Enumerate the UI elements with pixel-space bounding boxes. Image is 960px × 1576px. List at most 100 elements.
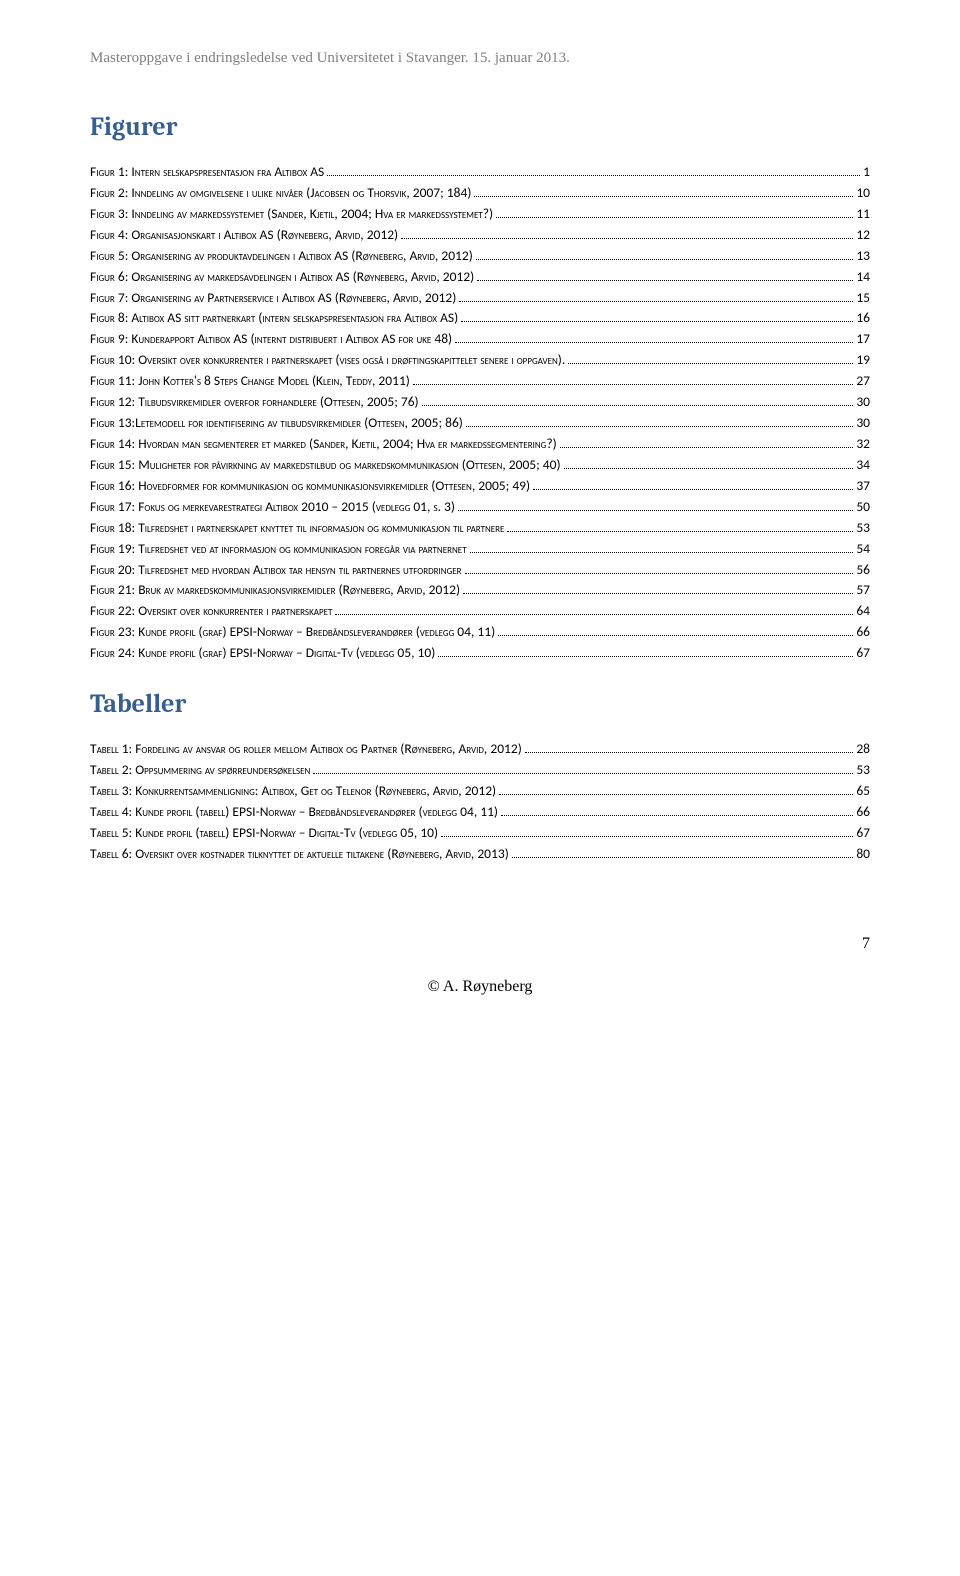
toc-leader-dots	[422, 405, 854, 406]
toc-page-number: 67	[856, 823, 870, 844]
toc-row: Figur 3: Inndeling av markedssystemet (S…	[90, 204, 870, 225]
toc-label: Figur 18: Tilfredshet i partnerskapet kn…	[90, 518, 504, 539]
toc-label: Figur 19: Tilfredshet ved at informasjon…	[90, 539, 467, 560]
toc-label: Figur 13:Letemodell for identifisering a…	[90, 413, 463, 434]
toc-page-number: 11	[856, 204, 870, 225]
toc-label: Figur 4: Organisasjonskart i Altibox AS …	[90, 225, 398, 246]
toc-leader-dots	[335, 614, 853, 615]
toc-leader-dots	[560, 447, 854, 448]
toc-leader-dots	[465, 573, 854, 574]
toc-page-number: 28	[856, 739, 870, 760]
footer-copyright: © A. Røyneberg	[90, 978, 870, 996]
toc-label: Figur 20: Tilfredshet med hvordan Altibo…	[90, 560, 462, 581]
toc-row: Tabell 4: Kunde profil (tabell) EPSI-Nor…	[90, 802, 870, 823]
toc-row: Figur 7: Organisering av Partnerservice …	[90, 288, 870, 309]
toc-row: Figur 14: Hvordan man segmenterer et mar…	[90, 434, 870, 455]
toc-page-number: 15	[856, 288, 870, 309]
figures-heading: Figurer	[90, 112, 870, 142]
toc-row: Figur 10: Oversikt over konkurrenter i p…	[90, 350, 870, 371]
toc-label: Tabell 6: Oversikt over kostnader tilkny…	[90, 844, 509, 865]
toc-leader-dots	[455, 342, 853, 343]
toc-label: Figur 24: Kunde profil (graf) EPSI-Norwa…	[90, 643, 435, 664]
toc-label: Figur 3: Inndeling av markedssystemet (S…	[90, 204, 493, 225]
figures-list: Figur 1: Intern selskapspresentasjon fra…	[90, 162, 870, 664]
toc-leader-dots	[496, 217, 853, 218]
toc-page-number: 19	[856, 350, 870, 371]
toc-page-number: 66	[856, 622, 870, 643]
toc-leader-dots	[512, 857, 854, 858]
toc-row: Figur 23: Kunde profil (graf) EPSI-Norwa…	[90, 622, 870, 643]
page-number: 7	[90, 935, 870, 953]
toc-leader-dots	[533, 489, 853, 490]
toc-label: Figur 15: Muligheter for påvirkning av m…	[90, 455, 561, 476]
toc-leader-dots	[477, 280, 853, 281]
toc-row: Tabell 6: Oversikt over kostnader tilkny…	[90, 844, 870, 865]
toc-row: Figur 5: Organisering av produktavdeling…	[90, 246, 870, 267]
toc-label: Tabell 4: Kunde profil (tabell) EPSI-Nor…	[90, 802, 498, 823]
toc-row: Figur 16: Hovedformer for kommunikasjon …	[90, 476, 870, 497]
toc-page-number: 56	[856, 560, 870, 581]
toc-row: Figur 2: Inndeling av omgivelsene i ulik…	[90, 183, 870, 204]
toc-page-number: 13	[856, 246, 870, 267]
toc-label: Figur 5: Organisering av produktavdeling…	[90, 246, 473, 267]
toc-row: Figur 13:Letemodell for identifisering a…	[90, 413, 870, 434]
toc-label: Tabell 2: Oppsummering av spørreundersøk…	[90, 760, 310, 781]
toc-page-number: 57	[856, 580, 870, 601]
toc-leader-dots	[507, 531, 853, 532]
toc-label: Figur 23: Kunde profil (graf) EPSI-Norwa…	[90, 622, 495, 643]
toc-leader-dots	[461, 321, 853, 322]
toc-page-number: 80	[856, 844, 870, 865]
toc-label: Figur 21: Bruk av markedskommunikasjonsv…	[90, 580, 460, 601]
toc-leader-dots	[438, 656, 853, 657]
toc-row: Figur 19: Tilfredshet ved at informasjon…	[90, 539, 870, 560]
toc-page-number: 30	[856, 413, 870, 434]
toc-page-number: 1	[863, 162, 870, 183]
toc-row: Figur 17: Fokus og merkevarestrategi Alt…	[90, 497, 870, 518]
toc-page-number: 32	[856, 434, 870, 455]
toc-leader-dots	[474, 196, 853, 197]
toc-row: Figur 21: Bruk av markedskommunikasjonsv…	[90, 580, 870, 601]
toc-leader-dots	[498, 635, 853, 636]
page-header: Masteroppgave i endringsledelse ved Univ…	[90, 50, 870, 67]
toc-leader-dots	[568, 363, 853, 364]
toc-label: Figur 7: Organisering av Partnerservice …	[90, 288, 456, 309]
toc-label: Figur 10: Oversikt over konkurrenter i p…	[90, 350, 565, 371]
toc-label: Tabell 1: Fordeling av ansvar og roller …	[90, 739, 522, 760]
toc-page-number: 65	[856, 781, 870, 802]
toc-row: Figur 18: Tilfredshet i partnerskapet kn…	[90, 518, 870, 539]
toc-row: Tabell 2: Oppsummering av spørreundersøk…	[90, 760, 870, 781]
toc-page-number: 67	[856, 643, 870, 664]
toc-leader-dots	[564, 468, 854, 469]
toc-leader-dots	[441, 836, 853, 837]
toc-leader-dots	[413, 384, 853, 385]
toc-leader-dots	[499, 794, 853, 795]
toc-page-number: 30	[856, 392, 870, 413]
toc-row: Figur 1: Intern selskapspresentasjon fra…	[90, 162, 870, 183]
toc-row: Figur 9: Kunderapport Altibox AS (intern…	[90, 329, 870, 350]
toc-leader-dots	[458, 510, 853, 511]
tables-heading: Tabeller	[90, 689, 870, 719]
toc-page-number: 54	[856, 539, 870, 560]
toc-label: Tabell 3: Konkurrentsammenligning: Altib…	[90, 781, 496, 802]
toc-leader-dots	[459, 301, 853, 302]
toc-page-number: 50	[856, 497, 870, 518]
toc-leader-dots	[470, 552, 854, 553]
tables-list: Tabell 1: Fordeling av ansvar og roller …	[90, 739, 870, 865]
toc-label: Figur 11: John Kotter's 8 Steps Change M…	[90, 371, 410, 392]
toc-label: Figur 1: Intern selskapspresentasjon fra…	[90, 162, 324, 183]
toc-row: Tabell 3: Konkurrentsammenligning: Altib…	[90, 781, 870, 802]
toc-label: Figur 9: Kunderapport Altibox AS (intern…	[90, 329, 452, 350]
toc-row: Figur 8: Altibox AS sitt partnerkart (in…	[90, 308, 870, 329]
toc-label: Tabell 5: Kunde profil (tabell) EPSI-Nor…	[90, 823, 438, 844]
toc-leader-dots	[501, 815, 853, 816]
toc-label: Figur 16: Hovedformer for kommunikasjon …	[90, 476, 530, 497]
toc-leader-dots	[313, 773, 853, 774]
toc-label: Figur 17: Fokus og merkevarestrategi Alt…	[90, 497, 455, 518]
toc-page-number: 53	[856, 518, 870, 539]
toc-page-number: 12	[856, 225, 870, 246]
toc-page-number: 34	[856, 455, 870, 476]
toc-row: Figur 24: Kunde profil (graf) EPSI-Norwa…	[90, 643, 870, 664]
toc-leader-dots	[466, 426, 853, 427]
toc-page-number: 14	[856, 267, 870, 288]
toc-page-number: 37	[856, 476, 870, 497]
